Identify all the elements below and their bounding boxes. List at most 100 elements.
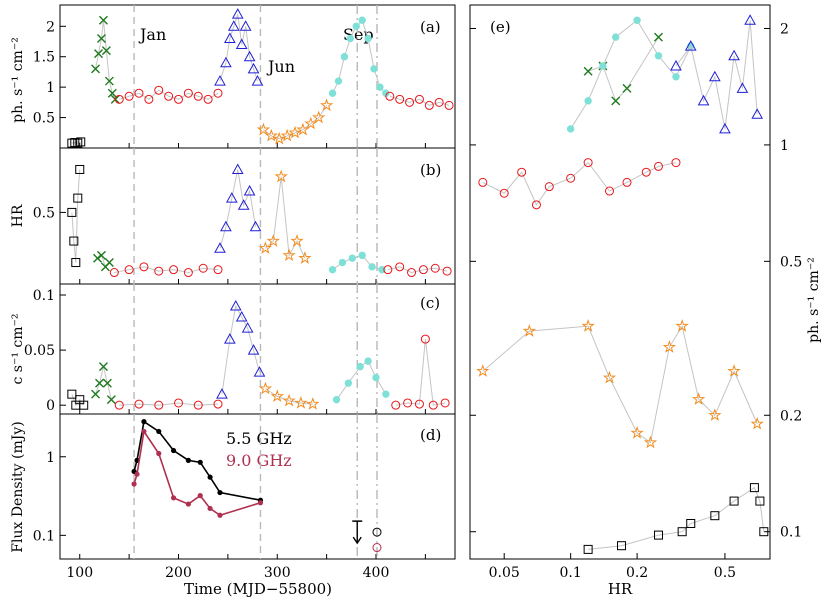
panel-a-connector-6 (389, 95, 450, 106)
panel-a-series-3-point (251, 75, 264, 86)
panel-e-series-0-point (710, 511, 720, 521)
annotation-jan: Jan (138, 25, 166, 44)
panel-a-series-3-point (243, 50, 256, 62)
panel-b-connector-3 (219, 169, 257, 249)
panel-b-series-6-point (407, 268, 417, 278)
panel-a-series-5-point (340, 53, 349, 61)
panel-a-label: (a) (420, 18, 441, 36)
panel-a-series-1-point (96, 33, 106, 43)
panel-e-series-3-point (584, 97, 592, 105)
panel-a-series-2-point (203, 94, 213, 104)
panel-d-label: (d) (420, 426, 441, 444)
x-axis-label: Time (MJD−55800) (184, 580, 332, 598)
panel-a-series-5-point (358, 16, 366, 24)
panel-c-series-5-point (344, 379, 353, 387)
panel-e-series-5-point (750, 416, 764, 430)
panel-e-series-4-point (684, 40, 697, 51)
panel-a-series-1-point (98, 15, 108, 25)
panel-c-label: (c) (420, 294, 440, 312)
panel-e-series-4-point (744, 14, 756, 25)
panel-e-series-1-point (544, 182, 554, 192)
x-tick-label: 200 (165, 565, 192, 581)
panel-c-series-5-point (372, 373, 380, 382)
panel-e-series-0-point (749, 483, 759, 493)
panel-c-series-0-point (67, 389, 77, 399)
panel-e-series-4-point (736, 82, 749, 93)
panel-e-series-1-point (499, 188, 509, 198)
panel-e-series-5-point (476, 364, 490, 377)
panel-b-series-0-point (75, 164, 85, 174)
panel-a-series-0-point (73, 138, 83, 148)
series-point-0 (141, 419, 147, 425)
panel-a-ytick-label: 1.5 (33, 50, 55, 66)
panel-e-series-1-point (566, 173, 576, 183)
panel-b-series-3-point (225, 192, 238, 203)
panel-a-series-5-point (376, 83, 384, 91)
panel-e-series-4-point (719, 122, 731, 134)
panel-b-series-2-point (139, 262, 149, 272)
panel-e-series-2-point (611, 96, 621, 106)
panel-c-connector-4 (265, 388, 313, 405)
panel-c-ytick-label: 0.05 (24, 343, 55, 359)
panel-b-series-3-point (249, 220, 262, 232)
panel-c-series-1-point (95, 378, 104, 388)
series-point-1 (197, 493, 203, 499)
panel-c-series-1-point (102, 378, 112, 388)
panel-e-series-5-point (581, 319, 595, 332)
series-point-1 (134, 471, 140, 477)
panel-b-connector-2 (114, 266, 219, 274)
panel-a-series-0-point (67, 138, 77, 148)
panel-a-series-4-point (280, 128, 294, 142)
panel-c-series-1-point (106, 395, 116, 405)
series-point-1 (185, 501, 191, 507)
panel-e-series-5-point (691, 392, 706, 405)
panel-d-ytick-label: 0.1 (33, 528, 55, 544)
panel-d-frame (59, 413, 456, 560)
panel-b-series-3-point (220, 220, 232, 232)
panel-c-series-3-point (216, 388, 228, 399)
series-point-0 (197, 459, 203, 465)
panel-e-ytick-label: 1 (780, 138, 789, 154)
panel-a-series-3-point (224, 32, 236, 43)
panel-e-series-4-point (728, 49, 740, 61)
panel-e-series-3-point (672, 73, 680, 81)
panel-c-series-2-point (174, 398, 183, 408)
panel-c-series-6-point (428, 400, 438, 410)
panel-a-series-6-point (424, 100, 434, 110)
panel-a-series-1-point (94, 49, 104, 59)
panel-e-series-5-point (662, 340, 677, 353)
late-point-5-5ghz (372, 527, 382, 537)
panel-a-series-2-point (174, 94, 183, 104)
panel-c-ytick-label: 0.1 (33, 288, 55, 304)
panel-a-series-5-point (346, 34, 355, 43)
panel-e-connector-0 (588, 486, 765, 550)
panel-c-connector-6 (395, 339, 446, 406)
panel-e-series-5-point (522, 323, 537, 337)
panel-c-series-6-point (440, 398, 450, 408)
panel-b-series-5-point (328, 265, 337, 274)
panel-e-connector-4 (675, 20, 758, 129)
panel-a-series-1-point (91, 64, 101, 74)
panel-a-series-0-point (76, 137, 86, 147)
panel-e-ytick-label: 0.5 (780, 254, 802, 270)
panel-a-series-1-point (101, 46, 111, 56)
panel-b-series-0-point (71, 258, 81, 268)
panel-a-series-5-point (328, 89, 337, 97)
panel-c-series-5-point (364, 357, 372, 365)
panel-a-series-3-point (239, 20, 252, 31)
panel-c-series-0-point (79, 400, 89, 410)
panel-a-series-5-point (334, 77, 343, 85)
panel-a-series-2-point (124, 91, 134, 101)
panel-c-ylabel: c s⁻¹ cm⁻² (10, 313, 26, 384)
panel-a-series-6-point (444, 100, 454, 110)
panel-e-series-5-point (602, 370, 617, 384)
panel-b-series-5-point (358, 251, 366, 260)
panel-b-series-2-point (213, 265, 223, 275)
panel-c-series-6-point (391, 400, 401, 410)
panel-e-series-1-point (671, 158, 681, 168)
panel-c-series-5-point (332, 395, 341, 404)
panel-e-series-0-point (617, 541, 627, 551)
series-point-1 (217, 512, 223, 518)
panel-e-series-2-point (622, 83, 632, 93)
panel-c-connector-0 (71, 394, 85, 407)
